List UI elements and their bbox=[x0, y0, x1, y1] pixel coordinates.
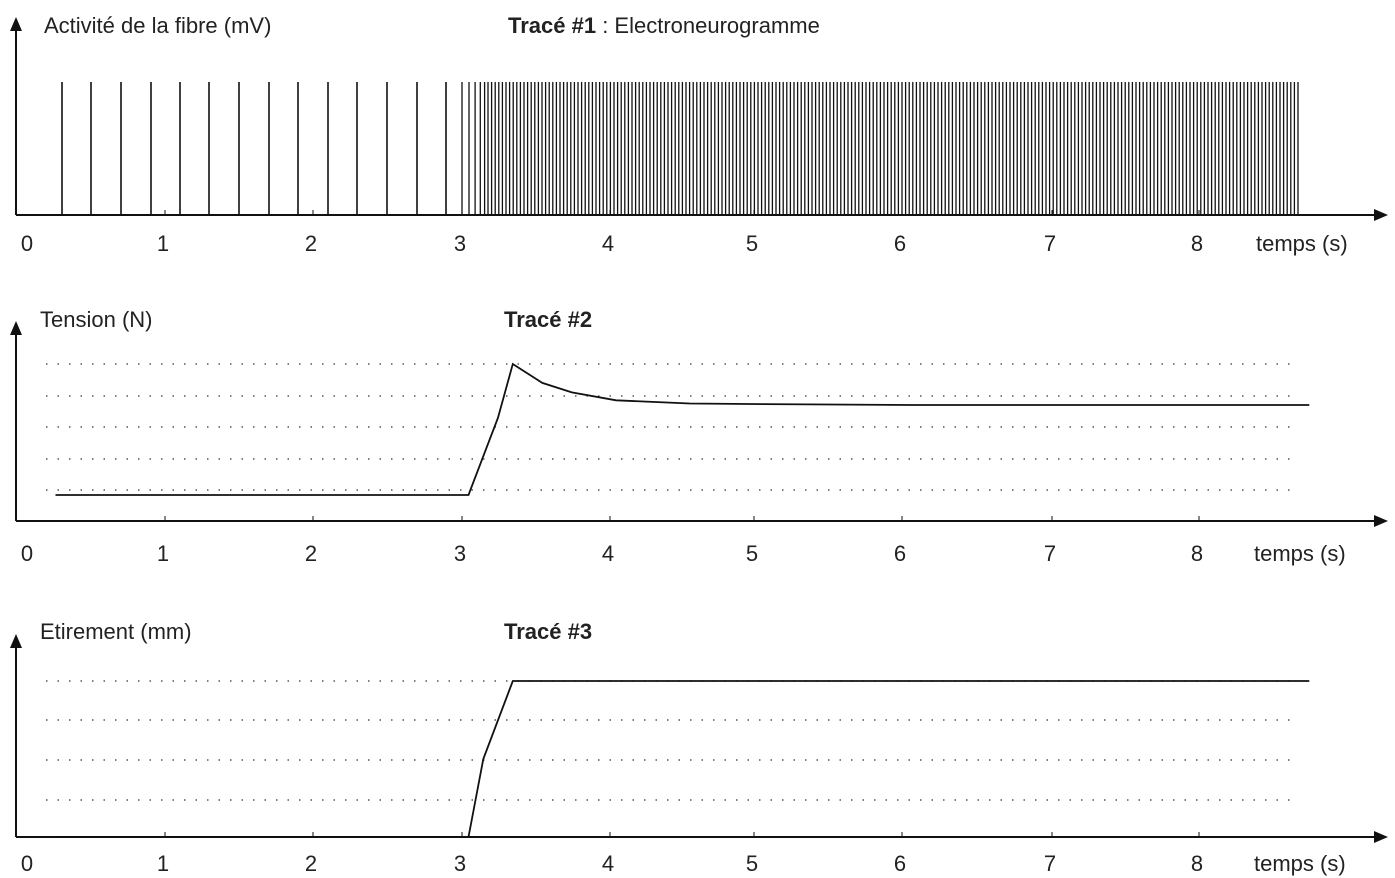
grid-lines bbox=[46, 363, 1290, 491]
x-axis-arrow bbox=[1374, 515, 1388, 527]
series bbox=[55, 680, 1310, 838]
chart-title: Tracé #1 : Electroneurogramme bbox=[508, 13, 820, 38]
x-tick-label: 0 bbox=[21, 541, 33, 566]
x-tick-label: 5 bbox=[746, 231, 758, 256]
x-axis-label: temps (s) bbox=[1256, 231, 1348, 256]
y-axis-label: Activité de la fibre (mV) bbox=[44, 13, 271, 38]
x-tick-label: 7 bbox=[1044, 231, 1056, 256]
x-tick-label: 1 bbox=[157, 851, 169, 876]
x-tick-label: 2 bbox=[305, 231, 317, 256]
y-axis-label: Tension (N) bbox=[40, 307, 152, 332]
x-tick-labels: 0 1 2 3 4 5 6 7 8 bbox=[21, 210, 1203, 256]
x-tick-label: 2 bbox=[305, 851, 317, 876]
series-line bbox=[55, 680, 1310, 838]
x-axis-label: temps (s) bbox=[1254, 541, 1346, 566]
x-tick-label: 0 bbox=[21, 851, 33, 876]
x-tick-label: 3 bbox=[454, 541, 466, 566]
x-axis-arrow bbox=[1374, 209, 1388, 221]
x-tick-label: 8 bbox=[1191, 851, 1203, 876]
axes bbox=[10, 634, 1388, 843]
x-tick-label: 8 bbox=[1191, 541, 1203, 566]
chart-title-bold: Tracé #1 bbox=[508, 13, 596, 38]
x-tick-labels: 0 1 2 3 4 5 6 7 8 bbox=[21, 832, 1203, 876]
x-tick-label: 1 bbox=[157, 231, 169, 256]
series-line bbox=[55, 362, 1310, 496]
x-axis-label: temps (s) bbox=[1254, 851, 1346, 876]
x-tick-label: 5 bbox=[746, 541, 758, 566]
x-axis-arrow bbox=[1374, 831, 1388, 843]
x-tick-label: 5 bbox=[746, 851, 758, 876]
series bbox=[55, 362, 1310, 496]
panel-tension: Tension (N) Tracé #2 temps (s) 0 1 2 3 4 5 6 7 8 bbox=[10, 307, 1388, 566]
grid-lines bbox=[46, 680, 1290, 801]
x-tick-label: 6 bbox=[894, 851, 906, 876]
x-tick-label: 1 bbox=[157, 541, 169, 566]
axes bbox=[10, 321, 1388, 527]
chart-title: Tracé #3 bbox=[504, 619, 592, 644]
y-axis-arrow bbox=[10, 17, 22, 31]
panel-electroneurogram: Activité de la fibre (mV) Tracé #1 : Ele… bbox=[10, 13, 1388, 256]
x-tick-label: 6 bbox=[894, 541, 906, 566]
x-tick-label: 7 bbox=[1044, 851, 1056, 876]
axes bbox=[10, 17, 1388, 221]
x-tick-label: 3 bbox=[454, 231, 466, 256]
x-tick-label: 4 bbox=[602, 231, 614, 256]
y-axis-label: Etirement (mm) bbox=[40, 619, 192, 644]
x-tick-label: 7 bbox=[1044, 541, 1056, 566]
panel-stretch: Etirement (mm) Tracé #3 temps (s) 0 1 2 3 4 5… bbox=[10, 619, 1388, 876]
x-tick-label: 2 bbox=[305, 541, 317, 566]
x-tick-label: 3 bbox=[454, 851, 466, 876]
x-tick-label: 4 bbox=[602, 541, 614, 566]
x-tick-label: 6 bbox=[894, 231, 906, 256]
chart-title: Tracé #2 bbox=[504, 307, 592, 332]
x-tick-label: 0 bbox=[21, 231, 33, 256]
spike-train bbox=[61, 82, 1299, 215]
y-axis-arrow bbox=[10, 321, 22, 335]
y-axis-arrow bbox=[10, 634, 22, 648]
x-tick-labels: 0 1 2 3 4 5 6 7 8 bbox=[21, 516, 1203, 566]
chart-title-rest: : Electroneurogramme bbox=[596, 13, 820, 38]
x-tick-label: 8 bbox=[1191, 231, 1203, 256]
x-tick-label: 4 bbox=[602, 851, 614, 876]
